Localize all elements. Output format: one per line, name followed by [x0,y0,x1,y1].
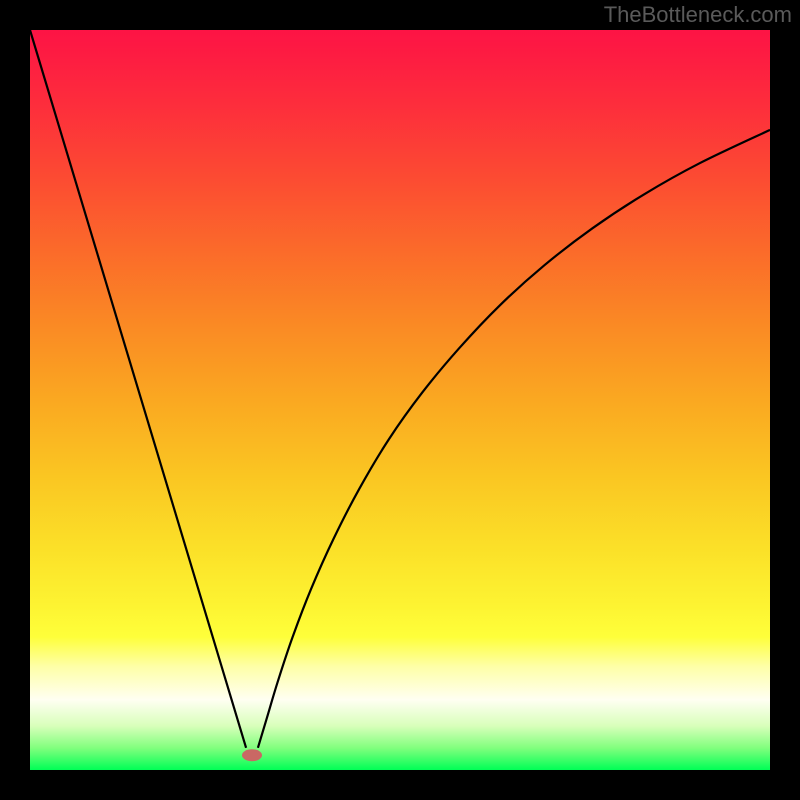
minimum-marker [242,749,262,761]
watermark-text: TheBottleneck.com [604,2,792,28]
plot-area [30,30,770,770]
plot-svg [30,30,770,770]
chart-container: TheBottleneck.com [0,0,800,800]
